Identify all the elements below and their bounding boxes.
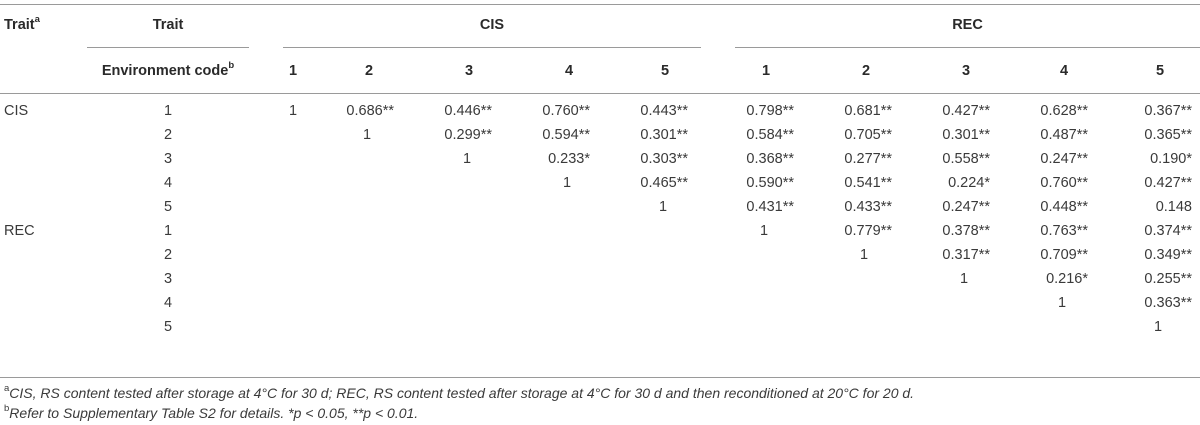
rec-code-header-1: 1 [761, 63, 771, 79]
correlation-cell: 1 [1153, 319, 1163, 335]
correlation-cell: 0.448** [1040, 199, 1088, 215]
header-rule [0, 93, 1200, 94]
trait-column-header: Traita [4, 14, 40, 33]
correlation-cell: 0.299** [444, 127, 492, 143]
rec-group-header: REC [952, 17, 983, 33]
correlation-cell: 0.301** [640, 127, 688, 143]
correlation-cell: 0.798** [746, 103, 794, 119]
correlation-cell: 0.190* [1150, 151, 1192, 167]
correlation-cell: 0.709** [1040, 247, 1088, 263]
correlation-cell: 0.681** [844, 103, 892, 119]
correlation-cell: 0.277** [844, 151, 892, 167]
correlation-cell: 0.233* [548, 151, 590, 167]
correlation-cell: 0.760** [542, 103, 590, 119]
correlation-cell: 0.705** [844, 127, 892, 143]
rec-code-header-4: 4 [1059, 63, 1069, 79]
correlation-cell: 0.368** [746, 151, 794, 167]
correlation-cell: 0.363** [1144, 295, 1192, 311]
row-environment-code: 1 [163, 103, 173, 119]
trait-underline [87, 47, 249, 48]
correlation-cell: 1 [959, 271, 969, 287]
cis-code-header-4: 4 [564, 63, 574, 79]
correlation-cell: 0.349** [1144, 247, 1192, 263]
bottom-rule [0, 377, 1200, 378]
footnote-a: aCIS, RS content tested after storage at… [4, 383, 915, 401]
correlation-cell: 0.247** [1040, 151, 1088, 167]
row-environment-code: 2 [163, 127, 173, 143]
correlation-cell: 1 [759, 223, 769, 239]
row-environment-code: 1 [163, 223, 173, 239]
correlation-cell: 0.427** [942, 103, 990, 119]
correlation-cell: 0.301** [942, 127, 990, 143]
footnote-b: bRefer to Supplementary Table S2 for det… [4, 403, 419, 421]
correlation-cell: 0.216* [1046, 271, 1088, 287]
correlation-cell: 0.224* [948, 175, 990, 191]
correlation-cell: 0.594** [542, 127, 590, 143]
row-environment-code: 3 [163, 151, 173, 167]
correlation-cell: 0.365** [1144, 127, 1192, 143]
environment-code-header: Environment codeb [101, 60, 235, 79]
correlation-cell: 0.303** [640, 151, 688, 167]
row-environment-code: 4 [163, 295, 173, 311]
rec-code-header-3: 3 [961, 63, 971, 79]
row-environment-code: 5 [163, 319, 173, 335]
correlation-cell: 0.255** [1144, 271, 1192, 287]
correlation-cell: 0.443** [640, 103, 688, 119]
correlation-cell: 0.628** [1040, 103, 1088, 119]
correlation-cell: 0.446** [444, 103, 492, 119]
row-environment-code: 3 [163, 271, 173, 287]
correlation-cell: 0.590** [746, 175, 794, 191]
correlation-cell: 0.584** [746, 127, 794, 143]
correlation-cell: 1 [658, 199, 668, 215]
correlation-cell: 0.686** [346, 103, 394, 119]
correlation-cell: 0.317** [942, 247, 990, 263]
correlation-cell: 1 [462, 151, 472, 167]
correlation-cell: 0.433** [844, 199, 892, 215]
correlation-cell: 1 [362, 127, 372, 143]
row-trait-label: REC [4, 223, 35, 239]
correlation-cell: 0.378** [942, 223, 990, 239]
cis-code-header-5: 5 [660, 63, 670, 79]
correlation-cell: 1 [859, 247, 869, 263]
rec-code-header-5: 5 [1155, 63, 1165, 79]
correlation-cell: 1 [288, 103, 298, 119]
correlation-cell: 0.148 [1155, 199, 1192, 215]
correlation-cell: 0.487** [1040, 127, 1088, 143]
rec-underline [735, 47, 1200, 48]
correlation-cell: 0.779** [844, 223, 892, 239]
trait-group-header: Trait [152, 17, 184, 33]
correlation-cell: 0.558** [942, 151, 990, 167]
correlation-cell: 0.760** [1040, 175, 1088, 191]
correlation-cell: 0.367** [1144, 103, 1192, 119]
top-rule [0, 4, 1200, 5]
correlation-cell: 1 [1057, 295, 1067, 311]
rec-code-header-2: 2 [861, 63, 871, 79]
row-trait-label: CIS [4, 103, 29, 119]
correlation-cell: 0.541** [844, 175, 892, 191]
cis-code-header-2: 2 [364, 63, 374, 79]
correlation-cell: 0.374** [1144, 223, 1192, 239]
cis-code-header-3: 3 [464, 63, 474, 79]
correlation-cell: 0.431** [746, 199, 794, 215]
row-environment-code: 2 [163, 247, 173, 263]
correlation-cell: 1 [562, 175, 572, 191]
correlation-cell: 0.247** [942, 199, 990, 215]
cis-underline [283, 47, 701, 48]
cis-code-header-1: 1 [288, 63, 298, 79]
correlation-cell: 0.763** [1040, 223, 1088, 239]
correlation-cell: 0.427** [1144, 175, 1192, 191]
row-environment-code: 4 [163, 175, 173, 191]
correlation-cell: 0.465** [640, 175, 688, 191]
row-environment-code: 5 [163, 199, 173, 215]
cis-group-header: CIS [479, 17, 505, 33]
